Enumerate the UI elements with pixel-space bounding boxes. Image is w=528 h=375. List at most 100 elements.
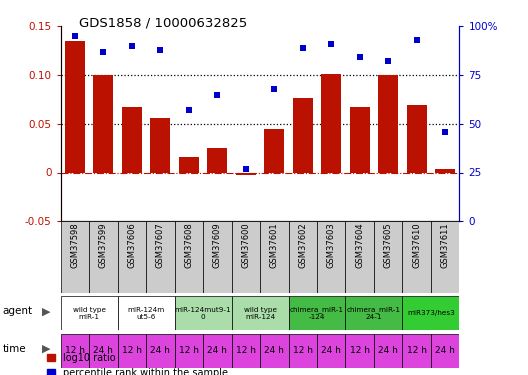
Point [185,107,193,113]
Text: miR373/hes3: miR373/hes3 [407,310,455,316]
Bar [317,221,345,292]
Bar [431,334,459,368]
Bar [317,334,345,368]
Bar [65,41,85,172]
Text: 24 h: 24 h [322,346,341,355]
Point [213,92,222,98]
Bar [179,157,199,172]
Point [298,45,307,51]
Bar [232,296,288,330]
Bar [345,334,374,368]
Bar [146,221,175,292]
Bar [288,296,345,330]
Bar [345,296,402,330]
Text: GSM37606: GSM37606 [127,223,136,268]
Bar [118,221,146,292]
Text: GSM37609: GSM37609 [213,223,222,268]
Bar [175,296,232,330]
Bar [150,118,171,172]
Point [99,49,108,55]
Text: 24 h: 24 h [208,346,227,355]
Text: 12 h: 12 h [350,346,370,355]
Bar [236,172,256,176]
Bar [232,221,260,292]
Bar [61,296,118,330]
Text: GSM37605: GSM37605 [384,223,393,268]
Bar [208,148,227,172]
Text: agent: agent [3,306,33,316]
Text: 12 h: 12 h [179,346,199,355]
Text: 24 h: 24 h [150,346,171,355]
Text: wild type
miR-1: wild type miR-1 [73,307,106,320]
Text: 24 h: 24 h [378,346,398,355]
Text: 12 h: 12 h [65,346,85,355]
Bar [293,98,313,172]
Bar [93,75,114,172]
Text: 24 h: 24 h [435,346,455,355]
Text: time: time [3,344,26,354]
Text: 12 h: 12 h [407,346,427,355]
Point [355,54,364,60]
Bar [260,334,288,368]
Text: 12 h: 12 h [293,346,313,355]
Bar [118,296,175,330]
Text: miR-124mut9-1
0: miR-124mut9-1 0 [175,307,231,320]
Text: 24 h: 24 h [265,346,284,355]
Bar [89,334,118,368]
Text: GSM37607: GSM37607 [156,223,165,268]
Text: GSM37600: GSM37600 [241,223,250,268]
Text: chimera_miR-1
24-1: chimera_miR-1 24-1 [347,306,401,320]
Point [270,86,278,92]
Point [441,129,449,135]
Bar [288,334,317,368]
Text: ▶: ▶ [42,306,50,316]
Point [327,41,335,47]
Text: ▶: ▶ [42,344,50,354]
Text: GSM37610: GSM37610 [412,223,421,268]
Text: GSM37598: GSM37598 [70,223,79,268]
Point [242,166,250,172]
Point [412,37,421,43]
Point [384,58,392,64]
Text: GSM37608: GSM37608 [184,223,193,268]
Bar [146,334,175,368]
Bar [435,169,455,172]
Text: GSM37611: GSM37611 [441,223,450,268]
Bar [378,75,398,172]
Bar [431,221,459,292]
Text: wild type
miR-124: wild type miR-124 [243,307,277,320]
Bar [350,107,370,172]
Bar [260,221,288,292]
Text: GSM37601: GSM37601 [270,223,279,268]
Bar [118,334,146,368]
Point [128,43,136,49]
Bar [288,221,317,292]
Bar [61,334,89,368]
Legend: log10 ratio, percentile rank within the sample: log10 ratio, percentile rank within the … [47,353,228,375]
Bar [175,221,203,292]
Text: miR-124m
ut5-6: miR-124m ut5-6 [128,307,165,320]
Bar [345,221,374,292]
Text: GSM37603: GSM37603 [327,223,336,268]
Text: GSM37602: GSM37602 [298,223,307,268]
Bar [122,107,142,172]
Bar [374,334,402,368]
Point [156,46,165,53]
Text: GDS1858 / 10000632825: GDS1858 / 10000632825 [79,17,248,30]
Bar [374,221,402,292]
Bar [203,334,232,368]
Bar [407,105,427,172]
Bar [89,221,118,292]
Text: GSM37604: GSM37604 [355,223,364,268]
Bar [232,334,260,368]
Text: 24 h: 24 h [93,346,114,355]
Text: 12 h: 12 h [122,346,142,355]
Bar [402,221,431,292]
Bar [203,221,232,292]
Bar [402,296,459,330]
Text: GSM37599: GSM37599 [99,223,108,268]
Bar [402,334,431,368]
Bar [61,221,89,292]
Bar [321,74,341,172]
Point [71,33,79,39]
